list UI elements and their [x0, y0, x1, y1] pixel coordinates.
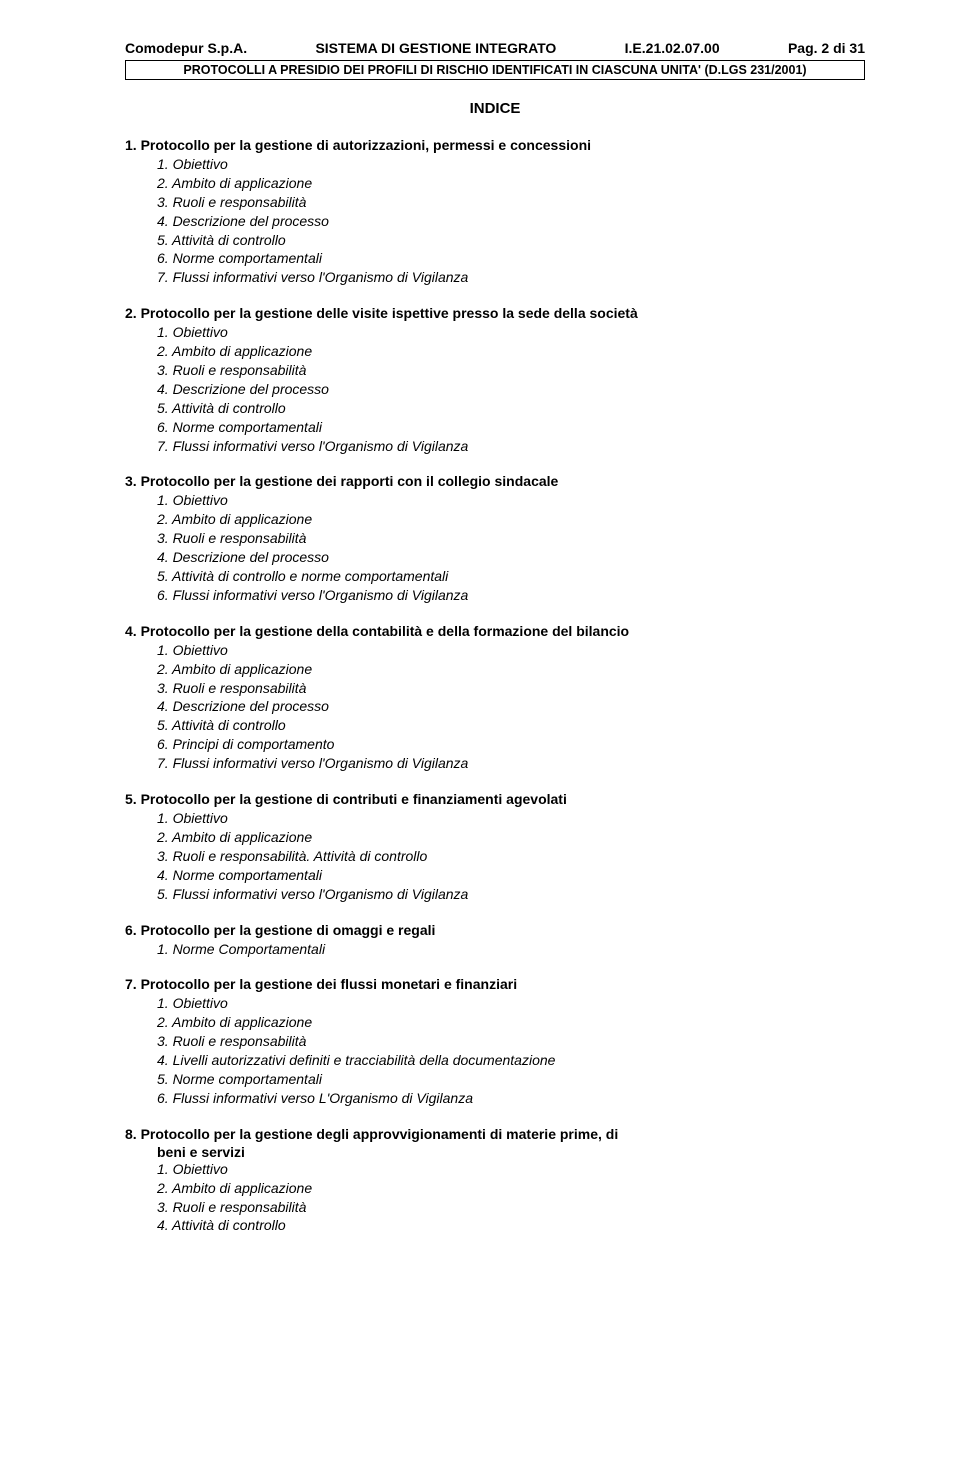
section-5-title: 5. Protocollo per la gestione di contrib…: [125, 791, 865, 807]
section-2: 2. Protocollo per la gestione delle visi…: [125, 305, 865, 455]
section-4: 4. Protocollo per la gestione della cont…: [125, 623, 865, 773]
list-item: 3. Ruoli e responsabilità. Attività di c…: [157, 847, 865, 866]
list-item: 3. Ruoli e responsabilità: [157, 1198, 865, 1217]
section-5-list: 1. Obiettivo 2. Ambito di applicazione 3…: [125, 809, 865, 903]
section-8-list: 1. Obiettivo 2. Ambito di applicazione 3…: [125, 1160, 865, 1236]
document-code: I.E.21.02.07.00: [625, 40, 720, 56]
list-item: 5. Flussi informativi verso l'Organismo …: [157, 885, 865, 904]
list-item: 1. Obiettivo: [157, 491, 865, 510]
list-item: 5. Attività di controllo: [157, 399, 865, 418]
list-item: 2. Ambito di applicazione: [157, 510, 865, 529]
list-item: 2. Ambito di applicazione: [157, 828, 865, 847]
section-2-list: 1. Obiettivo 2. Ambito di applicazione 3…: [125, 323, 865, 455]
list-item: 1. Obiettivo: [157, 323, 865, 342]
section-7: 7. Protocollo per la gestione dei flussi…: [125, 976, 865, 1107]
section-2-title: 2. Protocollo per la gestione delle visi…: [125, 305, 865, 321]
list-item: 3. Ruoli e responsabilità: [157, 679, 865, 698]
list-item: 1. Obiettivo: [157, 994, 865, 1013]
section-7-title: 7. Protocollo per la gestione dei flussi…: [125, 976, 865, 992]
section-3-title: 3. Protocollo per la gestione dei rappor…: [125, 473, 865, 489]
list-item: 2. Ambito di applicazione: [157, 660, 865, 679]
section-6-title: 6. Protocollo per la gestione di omaggi …: [125, 922, 865, 938]
document-header: Comodepur S.p.A. SISTEMA DI GESTIONE INT…: [125, 40, 865, 56]
section-1-list: 1. Obiettivo 2. Ambito di applicazione 3…: [125, 155, 865, 287]
list-item: 2. Ambito di applicazione: [157, 1013, 865, 1032]
list-item: 1. Obiettivo: [157, 641, 865, 660]
list-item: 4. Descrizione del processo: [157, 697, 865, 716]
list-item: 7. Flussi informativi verso l'Organismo …: [157, 268, 865, 287]
list-item: 5. Norme comportamentali: [157, 1070, 865, 1089]
list-item: 2. Ambito di applicazione: [157, 342, 865, 361]
section-1-title: 1. Protocollo per la gestione di autoriz…: [125, 137, 865, 153]
section-3-list: 1. Obiettivo 2. Ambito di applicazione 3…: [125, 491, 865, 604]
section-3: 3. Protocollo per la gestione dei rappor…: [125, 473, 865, 604]
list-item: 7. Flussi informativi verso l'Organismo …: [157, 437, 865, 456]
list-item: 1. Obiettivo: [157, 1160, 865, 1179]
list-item: 5. Attività di controllo: [157, 716, 865, 735]
system-name: SISTEMA DI GESTIONE INTEGRATO: [315, 40, 556, 56]
list-item: 4. Descrizione del processo: [157, 548, 865, 567]
list-item: 3. Ruoli e responsabilità: [157, 361, 865, 380]
list-item: 6. Norme comportamentali: [157, 249, 865, 268]
indice-heading: INDICE: [125, 100, 865, 117]
list-item: 6. Norme comportamentali: [157, 418, 865, 437]
section-8-title-line2: beni e servizi: [125, 1144, 865, 1160]
list-item: 6. Flussi informativi verso L'Organismo …: [157, 1089, 865, 1108]
section-8: 8. Protocollo per la gestione degli appr…: [125, 1126, 865, 1236]
list-item: 1. Obiettivo: [157, 155, 865, 174]
list-item: 4. Norme comportamentali: [157, 866, 865, 885]
list-item: 3. Ruoli e responsabilità: [157, 193, 865, 212]
section-4-list: 1. Obiettivo 2. Ambito di applicazione 3…: [125, 641, 865, 773]
section-1: 1. Protocollo per la gestione di autoriz…: [125, 137, 865, 287]
list-item: 5. Attività di controllo: [157, 231, 865, 250]
list-item: 5. Attività di controllo e norme comport…: [157, 567, 865, 586]
list-item: 3. Ruoli e responsabilità: [157, 529, 865, 548]
list-item: 6. Flussi informativi verso l'Organismo …: [157, 586, 865, 605]
list-item: 2. Ambito di applicazione: [157, 174, 865, 193]
list-item: 7. Flussi informativi verso l'Organismo …: [157, 754, 865, 773]
company-name: Comodepur S.p.A.: [125, 40, 247, 56]
section-6: 6. Protocollo per la gestione di omaggi …: [125, 922, 865, 959]
page-number: Pag. 2 di 31: [788, 40, 865, 56]
section-4-title: 4. Protocollo per la gestione della cont…: [125, 623, 865, 639]
subtitle-box: PROTOCOLLI A PRESIDIO DEI PROFILI DI RIS…: [125, 60, 865, 80]
list-item: 1. Norme Comportamentali: [157, 940, 865, 959]
section-8-title: 8. Protocollo per la gestione degli appr…: [125, 1126, 865, 1142]
section-6-list: 1. Norme Comportamentali: [125, 940, 865, 959]
list-item: 2. Ambito di applicazione: [157, 1179, 865, 1198]
list-item: 3. Ruoli e responsabilità: [157, 1032, 865, 1051]
document-page: Comodepur S.p.A. SISTEMA DI GESTIONE INT…: [0, 0, 960, 1463]
list-item: 4. Attività di controllo: [157, 1216, 865, 1235]
list-item: 1. Obiettivo: [157, 809, 865, 828]
section-7-list: 1. Obiettivo 2. Ambito di applicazione 3…: [125, 994, 865, 1107]
list-item: 4. Descrizione del processo: [157, 380, 865, 399]
section-5: 5. Protocollo per la gestione di contrib…: [125, 791, 865, 903]
list-item: 6. Principi di comportamento: [157, 735, 865, 754]
list-item: 4. Livelli autorizzativi definiti e trac…: [157, 1051, 865, 1070]
list-item: 4. Descrizione del processo: [157, 212, 865, 231]
